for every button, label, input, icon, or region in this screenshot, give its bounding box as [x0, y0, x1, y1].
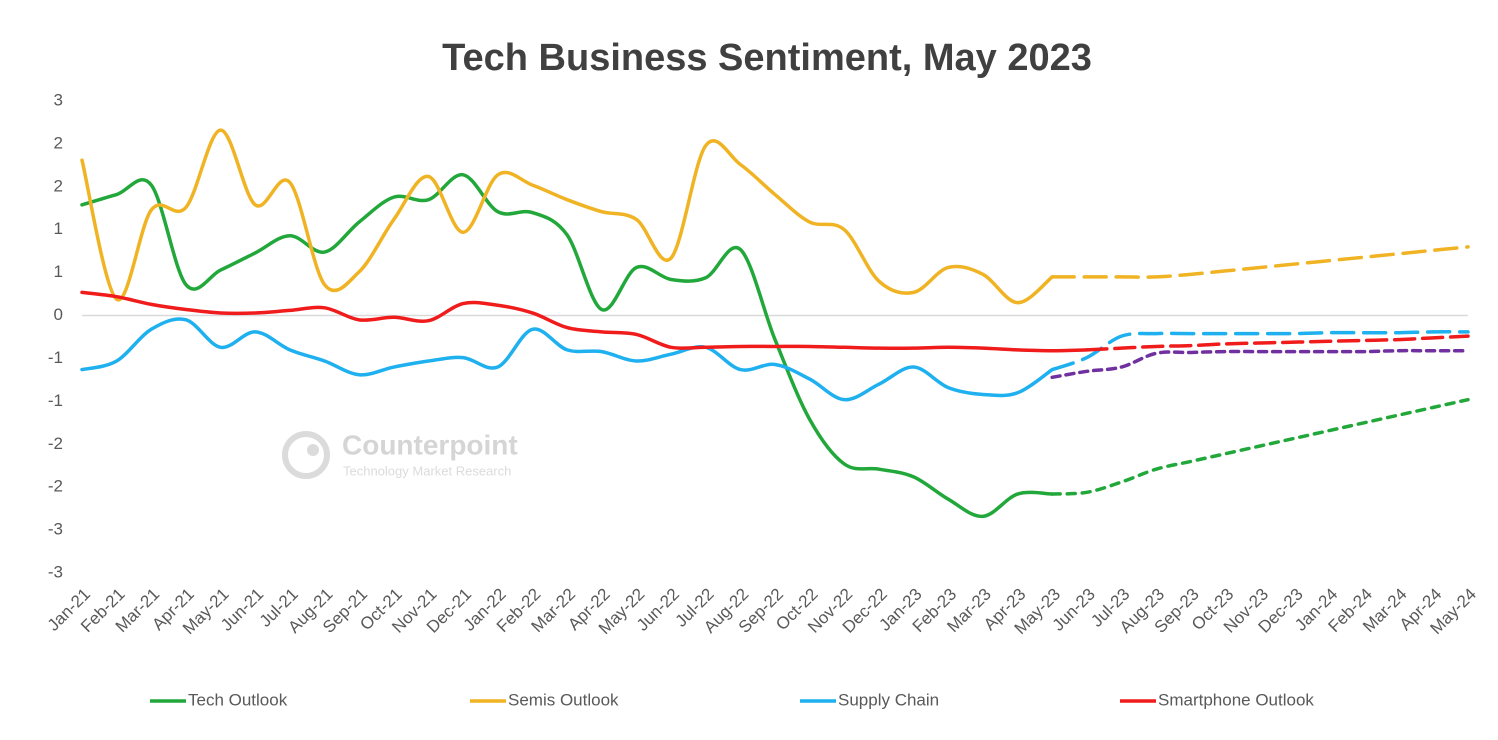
y-tick-label: -1 — [48, 391, 63, 410]
watermark: Counterpoint Technology Market Research — [282, 429, 518, 479]
forecast-line — [1085, 334, 1470, 352]
legend-label: Smartphone Outlook — [1158, 690, 1314, 709]
y-tick-label: 2 — [54, 133, 63, 152]
y-tick-label: 1 — [54, 262, 63, 281]
y-tick-label: -2 — [48, 434, 63, 453]
legend-label: Semis Outlook — [508, 690, 619, 709]
y-tick-label: 0 — [54, 305, 63, 324]
forecast-line — [1050, 330, 1470, 372]
line — [80, 290, 1089, 353]
legend-label: Tech Outlook — [188, 690, 288, 709]
watermark-logo-dot — [307, 444, 319, 456]
line — [80, 173, 1054, 519]
legend-label: Supply Chain — [838, 690, 939, 709]
chart-title: Tech Business Sentiment, May 2023 — [442, 37, 1092, 79]
watermark-name: Counterpoint — [342, 429, 518, 460]
forecast-line — [1050, 397, 1470, 496]
y-tick-label: -3 — [48, 520, 63, 539]
y-tick-label: 1 — [54, 219, 63, 238]
forecast-line — [1050, 245, 1470, 279]
y-tick-label: 3 — [54, 90, 63, 109]
line — [80, 128, 1054, 305]
forecast-line — [1050, 348, 1470, 380]
y-tick-label: 2 — [54, 176, 63, 195]
line — [80, 317, 1054, 402]
y-tick-label: -1 — [48, 348, 63, 367]
watermark-logo — [282, 431, 330, 479]
y-tick-label: -3 — [48, 562, 63, 581]
y-tick-label: -2 — [48, 477, 63, 496]
watermark-tagline: Technology Market Research — [343, 463, 511, 478]
